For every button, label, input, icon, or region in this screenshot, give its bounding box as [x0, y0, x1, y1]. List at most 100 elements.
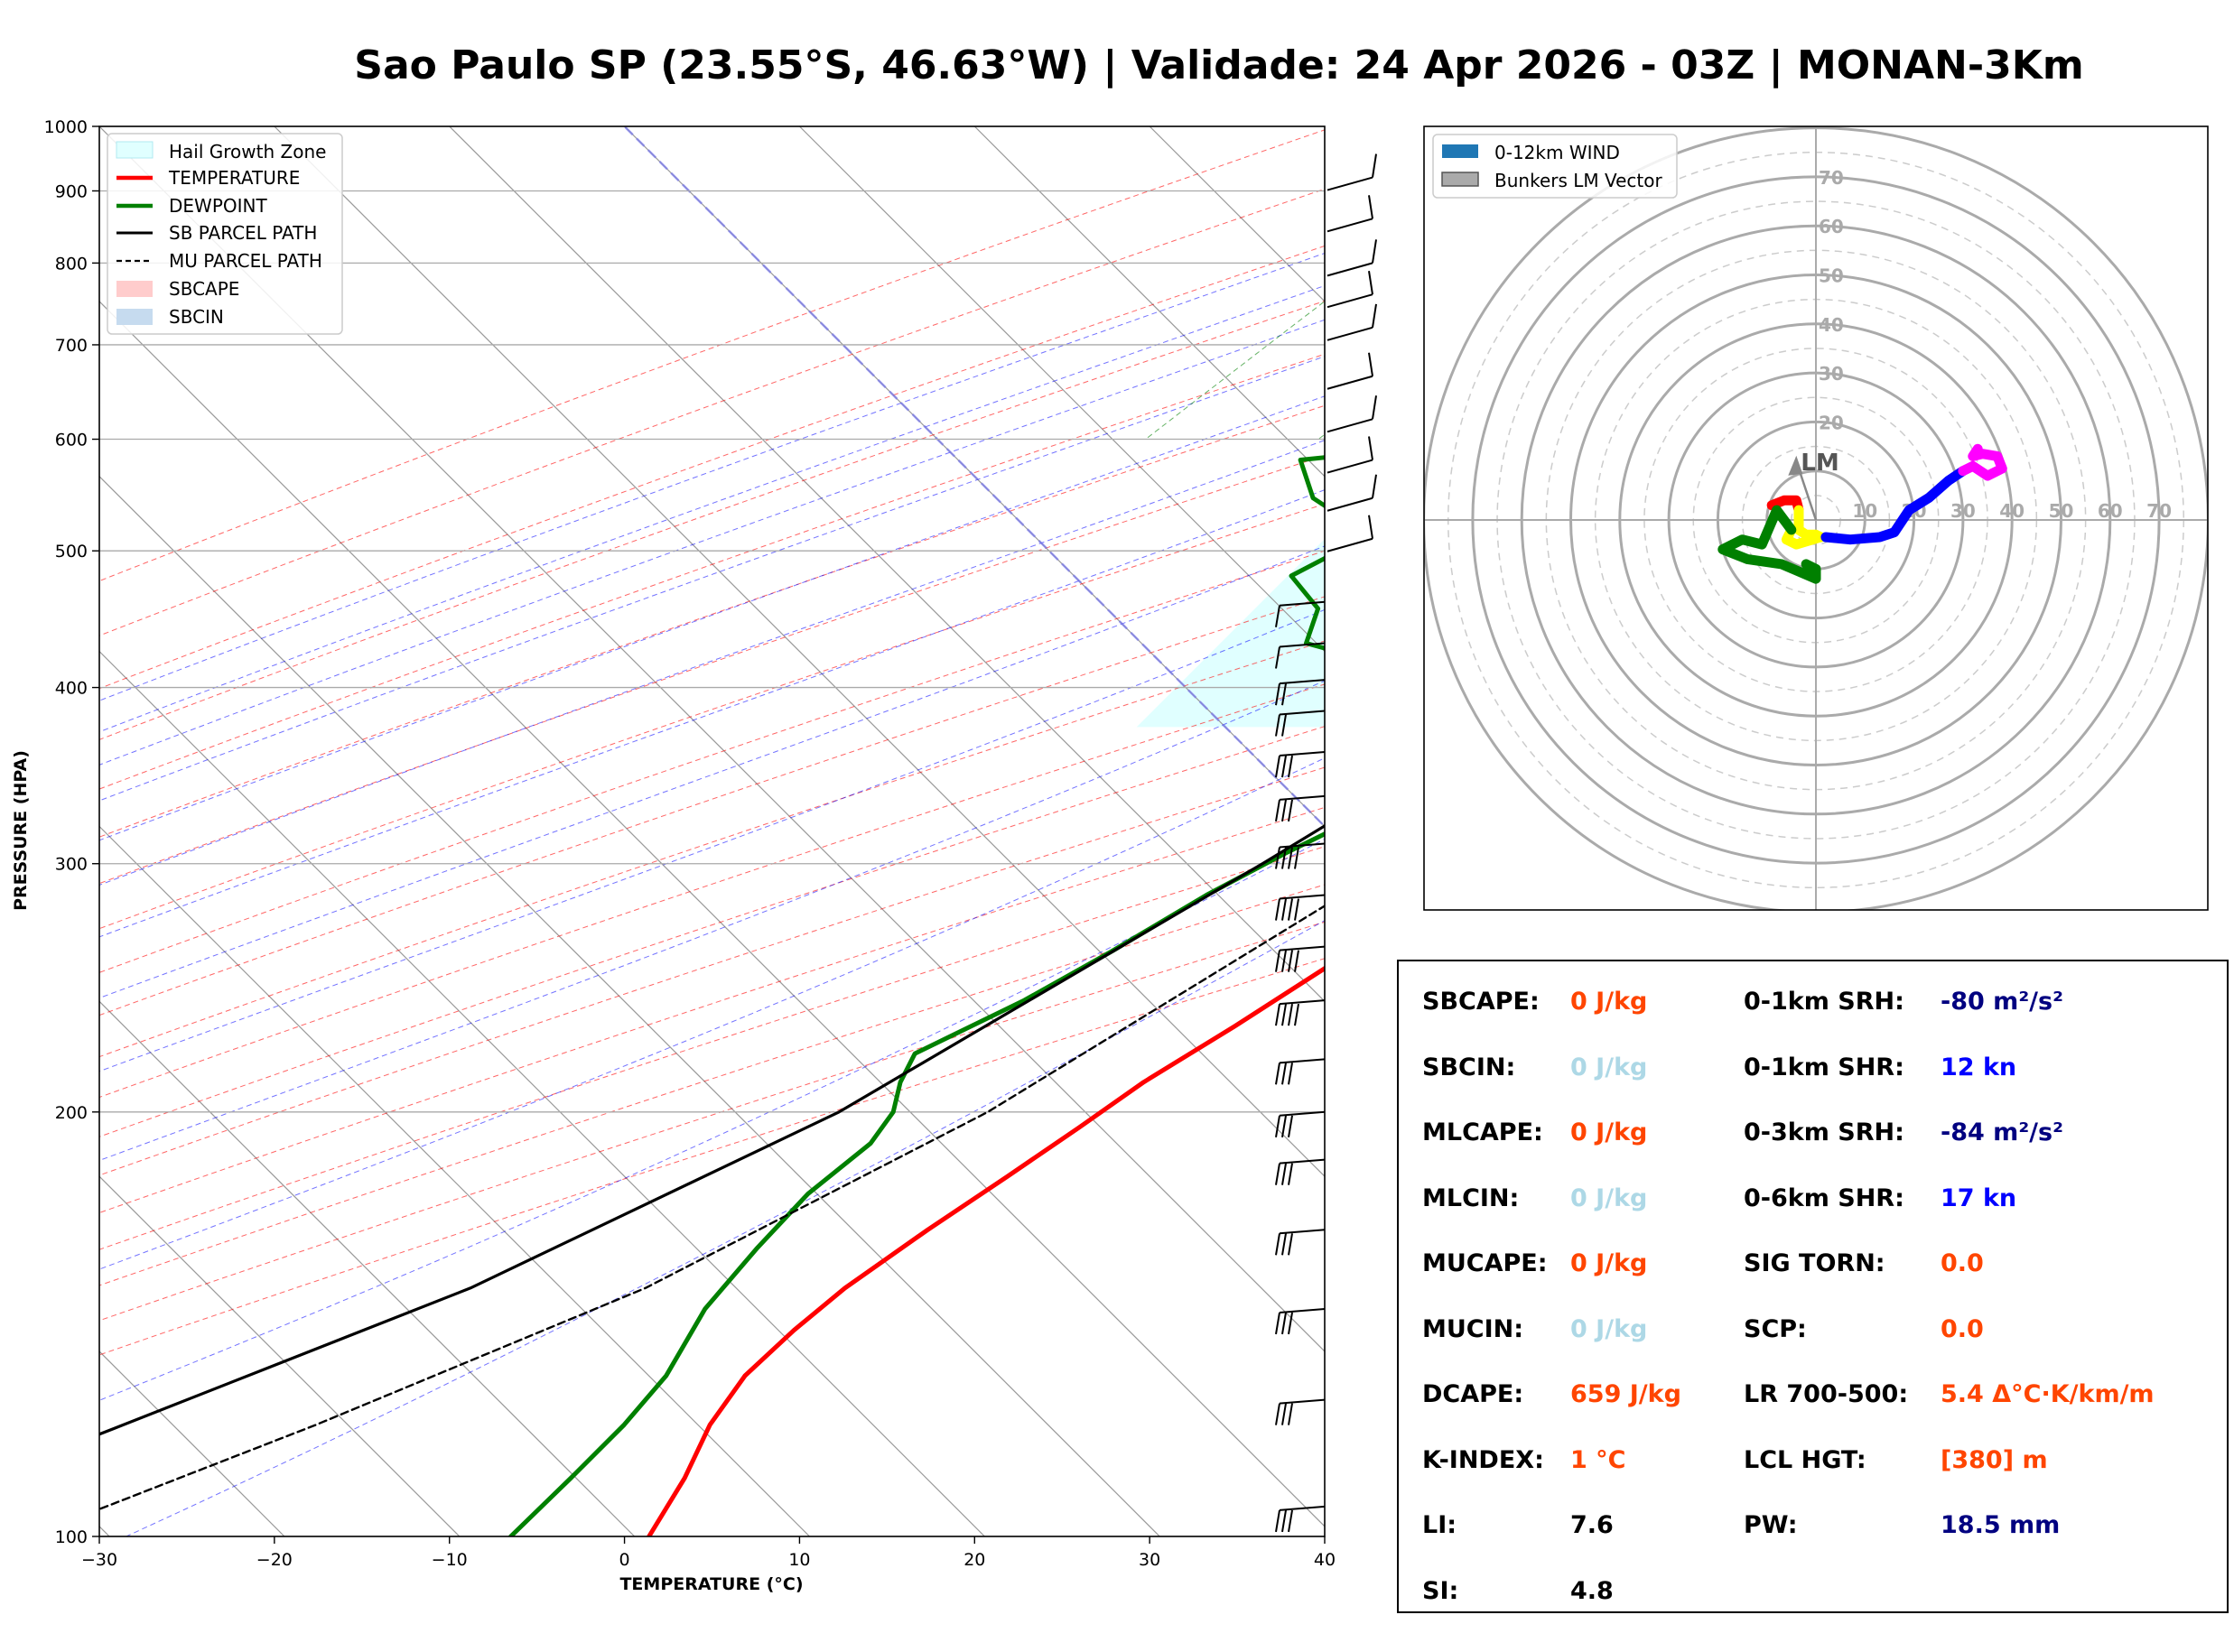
y-tick-label: 800 [55, 254, 88, 274]
wind-barb-staff [1279, 600, 1326, 607]
param-value-left-2: 0 J/kg [1570, 1118, 1648, 1146]
param-value-left-4: 0 J/kg [1570, 1249, 1648, 1277]
y-tick-label: 600 [55, 431, 88, 450]
param-value-right-7: [380] m [1941, 1445, 2048, 1474]
hodo-tick-y: 60 [1819, 216, 1844, 237]
param-value-left-7: 1 °C [1570, 1445, 1626, 1474]
x-tick-label: 10 [788, 1550, 810, 1570]
wind-barb-flag [1275, 799, 1280, 822]
param-label-left-8: LI: [1422, 1511, 1457, 1539]
wind-barb-flag [1275, 1115, 1280, 1137]
wind-barb-flag [1288, 1163, 1293, 1185]
legend-swatch-sbcape [116, 281, 153, 297]
param-label-left-2: MLCAPE: [1422, 1118, 1543, 1146]
hodo-tick-y: 70 [1819, 167, 1844, 189]
param-value-right-5: 0.0 [1941, 1314, 1984, 1343]
hodograph-segment [1766, 495, 1804, 515]
dry-adiabat [99, 353, 1325, 790]
wind-barb-flag [1288, 1403, 1293, 1425]
wind-barb-flag [1368, 271, 1373, 295]
hail-growth-zone-fill [1136, 539, 1325, 728]
hodo-legend-frame [1432, 134, 1678, 199]
series-dewpoint [508, 455, 1325, 1536]
isotherm-line [99, 650, 985, 1536]
wind-barb-flag [1288, 1003, 1293, 1026]
y-tick-label: 500 [55, 542, 88, 561]
param-label-left-3: MLCIN: [1422, 1183, 1520, 1212]
wind-barb-flag [1281, 1403, 1287, 1425]
wind-barb-staff [1279, 710, 1326, 716]
param-label-right-3: 0-6km SHR: [1744, 1183, 1904, 1212]
wind-barb-staff [1279, 1307, 1326, 1313]
dry-adiabat [99, 188, 1325, 636]
series-sb-parcel-path [99, 823, 1325, 1436]
param-value-right-0: -80 m²/s² [1941, 988, 2063, 1016]
y-tick-label: 1000 [44, 117, 88, 137]
param-label-left-0: SBCAPE: [1422, 988, 1540, 1016]
param-value-right-8: 18.5 mm [1941, 1511, 2061, 1539]
hodo-tick-x: 60 [2098, 500, 2123, 522]
param-value-right-4: 0.0 [1941, 1249, 1984, 1277]
hodograph-segment [1820, 466, 1969, 545]
param-label-left-5: MUCIN: [1422, 1314, 1524, 1343]
x-tick-label: −30 [81, 1550, 117, 1570]
legend-label-dewpoint: DEWPOINT [169, 195, 267, 217]
wind-barb-staff [1279, 751, 1326, 757]
lm-label: LM [1801, 450, 1838, 477]
param-value-right-3: 17 kn [1941, 1183, 2017, 1212]
wind-barb-flag [1372, 239, 1377, 264]
y-tick-label: 300 [55, 855, 88, 875]
wind-barb-flag [1281, 950, 1287, 972]
wind-barb-staff [1279, 1398, 1326, 1405]
wind-barb-flag [1281, 1163, 1287, 1185]
param-value-left-6: 659 J/kg [1570, 1380, 1681, 1408]
isotherm-line [99, 475, 1160, 1536]
wind-barb-staff [1326, 418, 1373, 433]
isotherm-line [99, 1175, 461, 1536]
y-axis-label: PRESSURE (HPA) [11, 750, 31, 911]
isotherm-line [99, 301, 1325, 1527]
wind-barb-flag [1275, 646, 1280, 669]
wind-barb-flag [1275, 1312, 1280, 1335]
param-label-left-1: SBCIN: [1422, 1053, 1516, 1081]
wind-barb-flag [1275, 755, 1280, 778]
x-tick-label: 0 [619, 1550, 630, 1570]
y-tick-label: 100 [55, 1527, 88, 1547]
moist-adiabat [99, 680, 1325, 1162]
wind-barb-staff [1279, 1110, 1326, 1117]
wind-barb-staff [1279, 679, 1326, 685]
wind-barb-flag [1281, 1312, 1287, 1335]
wind-barb-flag [1275, 847, 1280, 869]
param-value-left-9: 4.8 [1570, 1576, 1614, 1605]
wind-barb-flag [1281, 755, 1287, 778]
param-label-left-4: MUCAPE: [1422, 1249, 1548, 1277]
wind-barb-staff [1326, 375, 1373, 390]
legend-label-sbcape: SBCAPE [169, 278, 239, 300]
param-label-right-0: 0-1km SRH: [1744, 988, 1904, 1016]
wind-barb-flag [1275, 1063, 1280, 1085]
wind-barb-flag [1275, 682, 1280, 706]
hodograph-grid [1424, 126, 2208, 910]
isotherm-line [449, 126, 1325, 1003]
dry-adiabat [99, 958, 1325, 1356]
wind-barb-staff [1279, 794, 1326, 801]
y-tick-label: 700 [55, 336, 88, 356]
wind-barb-flag [1372, 395, 1377, 420]
lm-vector-head [1788, 455, 1803, 476]
skewt-panel: −30 −20 −10 0 10 20 30 40 1000 900 800 700 600 500 40… [11, 117, 1377, 1594]
wind-barb-flag [1281, 799, 1287, 822]
wind-barb-staff [1326, 293, 1373, 309]
wind-barb-flag [1288, 898, 1293, 921]
wind-barb-flag [1288, 1312, 1293, 1335]
legend-frame [107, 133, 343, 335]
skewt-legend: Hail Growth Zone TEMPERATURE DEWPOINT SB… [107, 133, 343, 335]
hodo-legend-label-lm: Bunkers LM Vector [1494, 170, 1663, 191]
dry-adiabat [99, 245, 1325, 690]
wind-barb-staff [1326, 218, 1373, 233]
series-mu-parcel-path [99, 905, 1325, 1511]
isotherm-line [99, 126, 1325, 1352]
wind-barb-flag [1368, 436, 1373, 460]
hodo-tick-y: 50 [1819, 265, 1844, 287]
